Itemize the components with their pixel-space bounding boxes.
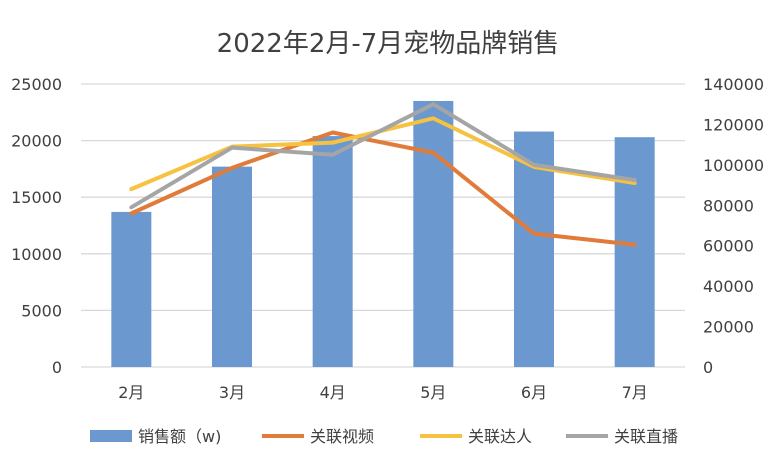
series-line-1 [129,130,637,247]
bar [614,137,655,367]
y-left-tick-label: 15000 [11,188,62,207]
series-line-3 [129,102,637,210]
y-right-tick-label: 80000 [703,196,754,215]
y-right-tick-label: 40000 [703,277,754,296]
legend-label: 关联直播 [614,427,678,446]
x-tick-label: 2月 [118,383,144,402]
legend-swatch [90,430,132,442]
bar [111,211,152,367]
x-tick-label: 6月 [521,383,547,402]
chart-title: 2022年2月-7月宠物品牌销售 [217,29,560,59]
y-right-tick-label: 20000 [703,318,754,337]
bar [212,166,252,367]
y-right-tick-label: 120000 [703,115,764,134]
y-left-tick-label: 0 [52,358,62,377]
y-left-tick-label: 10000 [11,245,62,264]
legend-label: 销售额（w) [138,427,221,446]
y-right-tick-label: 60000 [703,237,754,256]
y-left-tick-label: 20000 [11,132,62,151]
y-right-tick-label: 140000 [703,75,764,94]
y-right-tick-label: 0 [703,358,713,377]
y-right-tick-label: 100000 [703,156,764,175]
bar [312,136,353,367]
x-tick-label: 5月 [420,383,446,402]
legend-label: 关联达人 [468,427,532,446]
bar [413,100,454,367]
legend-label: 关联视频 [310,427,374,446]
y-left-tick-label: 5000 [21,301,62,320]
y-left-tick-label: 25000 [11,75,62,94]
x-tick-label: 4月 [320,383,346,402]
x-tick-label: 3月 [219,383,245,402]
x-tick-label: 7月 [622,383,648,402]
